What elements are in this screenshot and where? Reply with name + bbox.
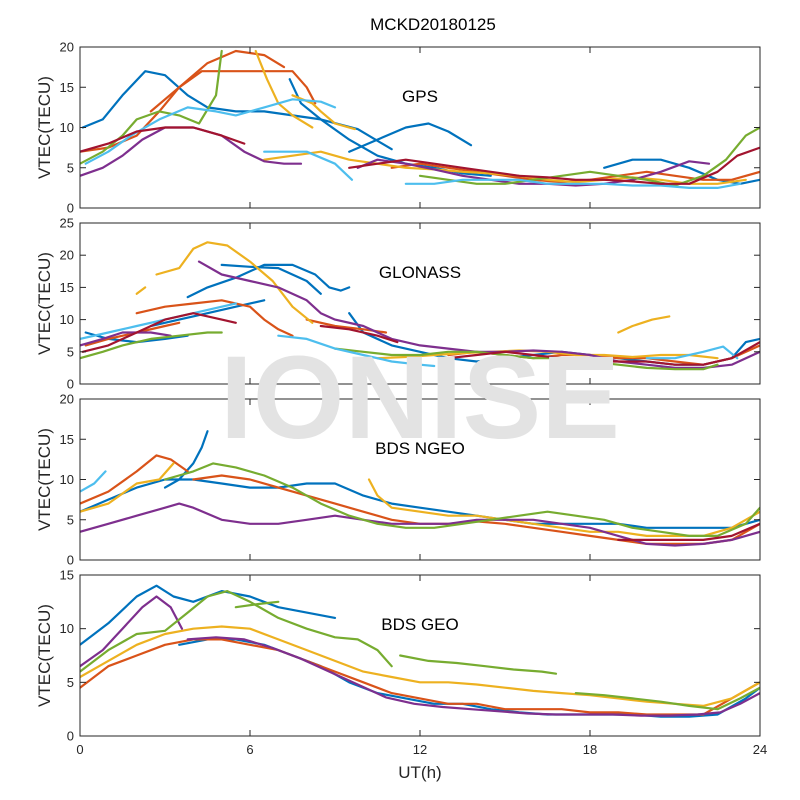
series-line-16 <box>404 178 742 189</box>
y-tick-label: 0 <box>67 201 74 216</box>
figure-title: MCKD20180125 <box>370 15 496 34</box>
x-tick-label: 6 <box>246 742 253 757</box>
series-line-1 <box>163 430 209 489</box>
series-line-5 <box>186 636 760 717</box>
series-line-7 <box>234 600 280 609</box>
series-line-13 <box>197 260 760 369</box>
series-line-12 <box>80 49 223 165</box>
series-line-6 <box>80 502 760 547</box>
y-tick-label: 5 <box>67 675 74 690</box>
series-line-0 <box>80 584 337 646</box>
watermark-text: IONISE <box>220 332 620 464</box>
series-line-20 <box>81 312 237 353</box>
panel-2: 0 5 10 15 20 VTEC(TECU) BDS NGEO <box>35 392 761 568</box>
y-axis-label: VTEC(TECU) <box>35 604 54 707</box>
series-line-14 <box>84 98 337 165</box>
y-tick-label: 20 <box>60 40 74 55</box>
y-tick-label: 15 <box>60 568 74 583</box>
series-line-21 <box>319 324 399 344</box>
series-line-22 <box>447 341 760 366</box>
series-line-9 <box>155 241 314 324</box>
y-tick-label: 20 <box>60 392 74 407</box>
y-tick-label: 20 <box>60 248 74 263</box>
panel-3: 0 6 12 18 24 0 5 10 15 VTEC(TECU) BDS GEO <box>35 568 767 758</box>
series-line-9 <box>617 522 760 541</box>
series-group <box>80 241 760 371</box>
y-tick-label: 0 <box>67 377 74 392</box>
x-tick-label: 24 <box>753 742 767 757</box>
series-line-15 <box>263 150 354 181</box>
series-group <box>80 584 760 718</box>
y-tick-label: 10 <box>60 621 74 636</box>
y-axis-label: VTEC(TECU) <box>35 76 54 179</box>
series-line-2 <box>348 122 473 153</box>
x-tick-label: 18 <box>583 742 597 757</box>
series-line-16 <box>333 347 719 371</box>
y-tick-label: 5 <box>67 344 74 359</box>
y-tick-label: 0 <box>67 553 74 568</box>
y-tick-label: 5 <box>67 160 74 175</box>
series-line-17 <box>80 126 246 153</box>
series-line-18 <box>277 334 436 368</box>
x-tick-label: 12 <box>413 742 427 757</box>
series-line-14 <box>80 331 172 347</box>
panel-0: 0 5 10 15 20 VTEC(TECU) GPS <box>35 40 761 216</box>
series-line-7 <box>163 462 760 537</box>
series-line-4 <box>80 462 175 513</box>
series-line-12 <box>135 286 147 295</box>
series-line-6 <box>80 590 393 673</box>
series-line-19 <box>645 345 739 360</box>
panel-1: 0 5 10 15 20 25 VTEC(TECU) GLONASS <box>35 216 761 392</box>
y-tick-label: 15 <box>60 280 74 295</box>
y-axis-label: VTEC(TECU) <box>35 252 54 355</box>
series-line-11 <box>356 158 711 187</box>
series-line-8 <box>399 654 558 675</box>
series-line-18 <box>348 146 760 185</box>
y-tick-label: 5 <box>67 512 74 527</box>
panel-label: BDS GEO <box>381 615 458 634</box>
panels-group: 0 5 10 15 20 VTEC(TECU) GPS 0 5 10 15 20 25 VTEC(TECU… <box>35 40 767 758</box>
series-line-2 <box>80 454 189 505</box>
y-tick-label: 10 <box>60 312 74 327</box>
y-tick-label: 15 <box>60 432 74 447</box>
series-line-3 <box>80 625 760 707</box>
series-line-15 <box>80 331 223 360</box>
series-line-0 <box>186 263 351 299</box>
series-group <box>80 430 760 547</box>
series-group <box>80 49 760 189</box>
x-tick-label: 0 <box>76 742 83 757</box>
y-tick-label: 25 <box>60 216 74 231</box>
x-axis-label: UT(h) <box>398 763 441 782</box>
series-line-9 <box>574 686 760 711</box>
series-line-1 <box>220 263 322 295</box>
panel-label: GLONASS <box>379 263 461 282</box>
y-axis-label: VTEC(TECU) <box>35 428 54 531</box>
series-line-11 <box>617 315 671 334</box>
panel-label: BDS NGEO <box>375 439 465 458</box>
panel-label: GPS <box>402 87 438 106</box>
y-tick-label: 15 <box>60 80 74 95</box>
series-line-4 <box>80 595 184 668</box>
y-tick-label: 0 <box>67 729 74 744</box>
series-line-8 <box>80 470 107 493</box>
y-tick-label: 10 <box>60 472 74 487</box>
y-tick-label: 10 <box>60 120 74 135</box>
series-line-13 <box>418 126 760 187</box>
